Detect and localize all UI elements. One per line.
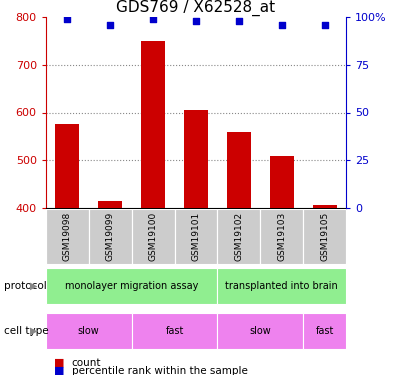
Bar [132,313,217,349]
Bar [175,209,217,264]
Text: GSM19098: GSM19098 [63,212,72,261]
Text: percentile rank within the sample: percentile rank within the sample [72,366,248,375]
Point [236,18,242,24]
Text: GSM19101: GSM19101 [191,212,201,261]
Text: GSM19103: GSM19103 [277,212,287,261]
Text: ▶: ▶ [30,281,37,291]
Point [322,21,328,27]
Bar [46,268,217,304]
Point [150,16,156,22]
Text: fast: fast [165,326,184,336]
Bar [46,209,89,264]
Bar [313,205,337,208]
Text: GSM19100: GSM19100 [148,212,158,261]
Text: slow: slow [250,326,271,336]
Text: GSM19102: GSM19102 [234,212,244,261]
Point [193,18,199,24]
Text: slow: slow [78,326,100,336]
Text: count: count [72,358,101,368]
Bar [141,41,165,208]
Bar [217,268,346,304]
Point [107,21,113,27]
Bar [303,209,346,264]
Text: fast: fast [316,326,334,336]
Bar [89,209,132,264]
Bar [227,132,251,208]
Bar [46,313,132,349]
Text: cell type: cell type [4,326,49,336]
Text: GSM19099: GSM19099 [105,212,115,261]
Bar [132,209,175,264]
Point [64,16,70,22]
Bar [270,156,294,208]
Text: ▶: ▶ [30,326,37,336]
Point [279,21,285,27]
Bar [217,313,303,349]
Bar [217,209,260,264]
Text: monolayer migration assay: monolayer migration assay [65,281,198,291]
Bar [184,110,208,208]
Text: transplanted into brain: transplanted into brain [226,281,338,291]
Text: ■: ■ [54,358,64,368]
Text: GSM19105: GSM19105 [320,212,329,261]
Bar [98,201,122,208]
Text: protocol: protocol [4,281,47,291]
Text: ■: ■ [54,366,64,375]
Bar [303,313,346,349]
Bar [260,209,303,264]
Bar [55,124,79,208]
Title: GDS769 / X62528_at: GDS769 / X62528_at [117,0,275,15]
